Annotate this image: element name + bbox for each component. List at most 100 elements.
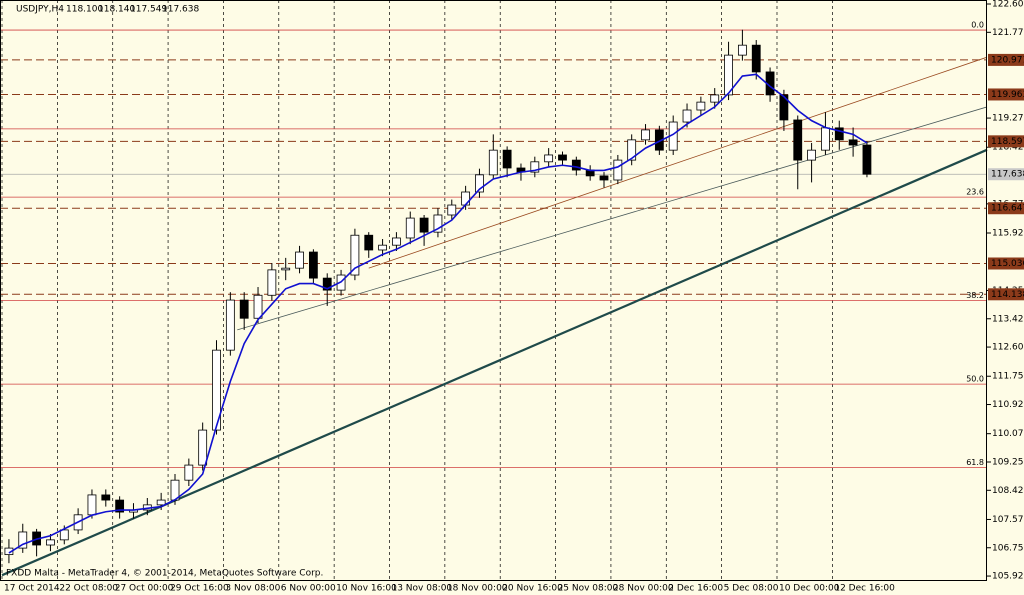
last-price-box [988, 168, 1024, 181]
y-tick-label: 115.925 [992, 229, 1024, 239]
candle-body [488, 149, 498, 176]
candle-body [392, 237, 401, 246]
fib-label: 38.2 [966, 291, 984, 300]
candle-body [295, 251, 304, 269]
candle-body [862, 144, 872, 175]
y-tick-label: 107.575 [992, 515, 1024, 525]
candle-body [530, 161, 540, 173]
y-tick-label: 118.425 [992, 143, 1024, 153]
candle-body [101, 494, 111, 501]
candle-body [322, 277, 332, 291]
trendline [368, 56, 988, 269]
price-level-box [988, 88, 1024, 101]
fib-label: 61.8 [966, 458, 984, 467]
marks [1, 29, 988, 577]
price-level-label: 115.036 [991, 259, 1024, 269]
candle-body [710, 94, 720, 103]
x-tick-label: 18 Nov 00:00 [447, 584, 508, 594]
x-tick-label: 25 Nov 08:00 [558, 584, 619, 594]
header-close: 117.638 [162, 5, 199, 15]
x-tick-label: 10 Nov 16:00 [336, 584, 397, 594]
y-tick-label: 106.750 [992, 543, 1024, 553]
candle-body [737, 44, 747, 56]
price-level-label: 116.647 [991, 204, 1024, 214]
price-level-box [988, 53, 1024, 66]
y-tick-label: 110.075 [992, 429, 1024, 439]
footer: FXDD Malta - MetaTrader 4, © 2001-2014, … [6, 569, 323, 579]
candle-body [558, 154, 567, 161]
candle-body [461, 191, 471, 206]
candle-body [308, 251, 318, 279]
x-tick-label: 6 Nov 00:00 [281, 584, 336, 594]
price-level-label: 120.971 [991, 55, 1024, 65]
candle-body [724, 54, 733, 96]
candle-body [682, 109, 692, 123]
y-tick-label: 113.425 [992, 314, 1024, 324]
candle-body [59, 529, 69, 541]
candle-body [779, 94, 789, 121]
candle-body [696, 101, 706, 111]
candle-body [821, 127, 830, 151]
candle-body [848, 139, 858, 146]
x-tick-label: 3 Nov 08:00 [225, 584, 280, 594]
x-tick-label: 28 Nov 00:00 [613, 584, 674, 594]
trendline [237, 106, 988, 331]
candle-body [641, 129, 650, 141]
price-level-label: 114.138 [991, 290, 1024, 300]
price-level-box [988, 288, 1024, 301]
candle-body [281, 267, 291, 271]
plot-frame [0, 0, 987, 581]
price-level-box [988, 257, 1024, 270]
x-tick-label: 27 Oct 00:00 [115, 584, 174, 594]
y-tick-label: 121.775 [992, 28, 1024, 38]
candle-body [350, 234, 360, 276]
candle-body [627, 139, 637, 161]
grid [1, 0, 991, 580]
candle-body [475, 174, 484, 193]
price-level-box [988, 135, 1024, 148]
fib-label: 0.0 [971, 21, 984, 30]
y-tick-label: 111.750 [992, 372, 1024, 382]
y-tick-label: 108.425 [992, 486, 1024, 496]
header-open: 118.100 [66, 5, 103, 15]
candle-body [239, 299, 249, 319]
fib-label: 23.6 [966, 188, 984, 197]
candle-body [18, 531, 28, 549]
header-symbol: USDJPY,H4 [16, 5, 64, 15]
candle-body [184, 464, 194, 481]
fib-label: 50.0 [966, 375, 984, 384]
y-tick-label: 109.250 [992, 457, 1024, 467]
y-tick-label: 122.600 [992, 0, 1024, 10]
candle-body [599, 175, 609, 181]
price-level-label: 119.963 [991, 90, 1024, 100]
x-tick-label: 12 Dec 16:00 [834, 584, 895, 594]
candle-body [502, 149, 512, 169]
candle-body [46, 539, 55, 546]
candle-body [613, 159, 623, 181]
candle-body [253, 294, 263, 319]
y-tick-label: 105.925 [992, 572, 1024, 582]
y-tick-label: 112.600 [992, 343, 1024, 353]
candle-body [751, 44, 761, 73]
candle-body [807, 149, 816, 161]
candle-body [405, 217, 415, 239]
candle-body [156, 499, 166, 506]
candle-body [364, 234, 374, 251]
candle-body [212, 349, 221, 431]
candle-body [419, 217, 429, 233]
moving-average [8, 73, 868, 554]
price-level-box [988, 202, 1024, 215]
candle-body [571, 159, 581, 171]
price-level-label: 118.597 [991, 137, 1024, 147]
x-tick-label: 2 Dec 16:00 [668, 584, 723, 594]
candle-body [834, 127, 844, 141]
x-tick-label: 13 Nov 08:00 [391, 584, 452, 594]
x-tick-label: 20 Nov 16:00 [502, 584, 563, 594]
x-tick-label: 5 Dec 08:00 [724, 584, 779, 594]
x-tick-label: 22 Oct 08:00 [59, 584, 118, 594]
candle-body [447, 204, 457, 216]
x-tick-label: 10 Dec 00:00 [779, 584, 840, 594]
candle-body [544, 154, 554, 163]
